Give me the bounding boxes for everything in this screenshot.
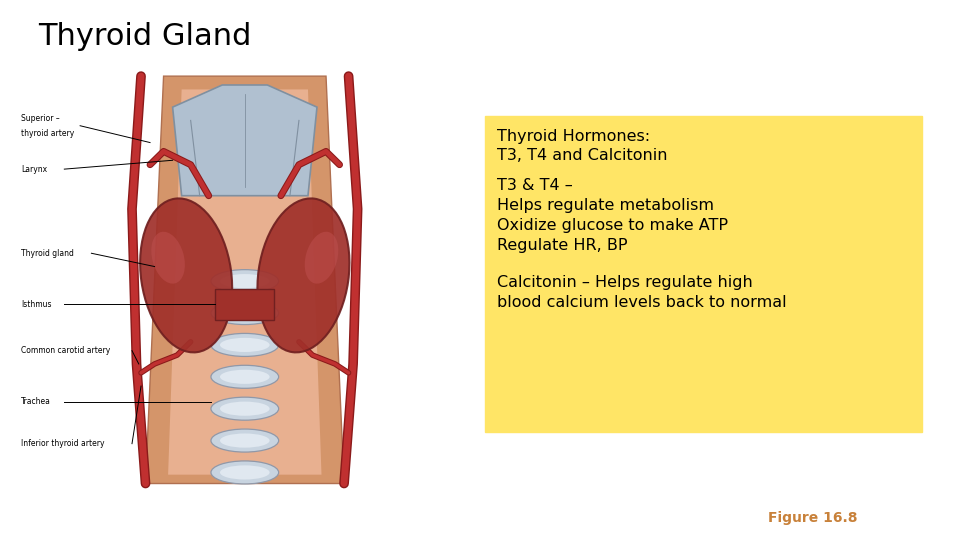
Text: Figure 16.8: Figure 16.8	[768, 511, 857, 525]
Ellipse shape	[211, 269, 278, 293]
Ellipse shape	[220, 306, 270, 320]
Text: Thyroid Gland: Thyroid Gland	[38, 22, 252, 51]
Polygon shape	[173, 85, 317, 195]
Ellipse shape	[220, 338, 270, 352]
Text: Thyroid Hormones:: Thyroid Hormones:	[497, 129, 651, 144]
Text: Superior –: Superior –	[21, 114, 60, 123]
Ellipse shape	[220, 274, 270, 288]
Text: T3, T4 and Calcitonin: T3, T4 and Calcitonin	[497, 148, 668, 164]
Ellipse shape	[257, 198, 349, 353]
Ellipse shape	[220, 465, 270, 480]
Ellipse shape	[304, 232, 338, 284]
Text: Trachea: Trachea	[21, 397, 51, 406]
Text: Larynx: Larynx	[21, 165, 48, 174]
Text: T3 & T4 –: T3 & T4 –	[497, 178, 573, 193]
Ellipse shape	[211, 365, 278, 388]
Text: thyroid artery: thyroid artery	[21, 129, 75, 138]
Polygon shape	[146, 76, 344, 483]
FancyBboxPatch shape	[485, 116, 922, 432]
Ellipse shape	[211, 301, 278, 325]
Text: Helps regulate metabolism: Helps regulate metabolism	[497, 198, 714, 213]
Text: Regulate HR, BP: Regulate HR, BP	[497, 238, 628, 253]
Ellipse shape	[211, 397, 278, 420]
Text: Calcitonin – Helps regulate high: Calcitonin – Helps regulate high	[497, 275, 753, 291]
Text: blood calcium levels back to normal: blood calcium levels back to normal	[497, 295, 787, 310]
Ellipse shape	[152, 232, 185, 284]
Ellipse shape	[220, 434, 270, 448]
Text: Common carotid artery: Common carotid artery	[21, 346, 110, 355]
Polygon shape	[168, 90, 322, 475]
Text: Oxidize glucose to make ATP: Oxidize glucose to make ATP	[497, 218, 729, 233]
Text: Thyroid gland: Thyroid gland	[21, 249, 74, 258]
Ellipse shape	[220, 370, 270, 384]
Text: Isthmus: Isthmus	[21, 300, 52, 309]
Ellipse shape	[211, 333, 278, 356]
Ellipse shape	[220, 402, 270, 416]
Ellipse shape	[211, 461, 278, 484]
Ellipse shape	[140, 198, 232, 353]
Text: Inferior thyroid artery: Inferior thyroid artery	[21, 439, 105, 448]
Polygon shape	[215, 289, 275, 320]
Ellipse shape	[211, 429, 278, 452]
